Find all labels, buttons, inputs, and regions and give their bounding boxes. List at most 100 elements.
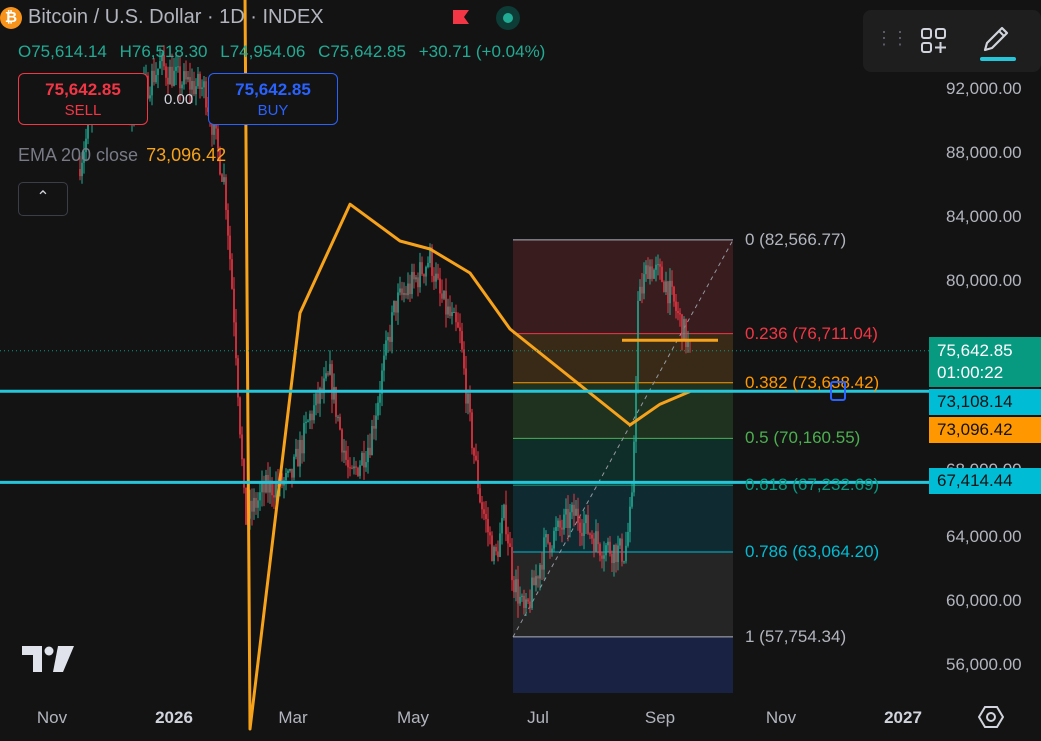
candle: [451, 302, 453, 324]
candle: [203, 76, 205, 98]
ohlc-values: O75,614.14 H76,518.30 L74,954.06 C75,642…: [18, 42, 553, 62]
market-status-icon[interactable]: [496, 6, 520, 30]
buy-button[interactable]: 75,642.85 BUY: [208, 73, 338, 125]
candle: [313, 394, 315, 424]
candle: [201, 79, 203, 96]
candle: [307, 419, 309, 422]
candle: [229, 226, 231, 270]
candle: [343, 439, 345, 463]
sell-button[interactable]: 75,642.85 SELL: [18, 73, 148, 125]
candle: [497, 540, 499, 561]
collapse-legend-button[interactable]: ⌃: [18, 182, 68, 216]
candle: [245, 488, 247, 525]
candle: [443, 290, 445, 300]
settings-icon[interactable]: [978, 704, 1004, 730]
candle: [221, 173, 223, 182]
candle: [285, 468, 287, 490]
candle: [257, 492, 259, 518]
candle: [371, 420, 373, 456]
candle: [433, 267, 435, 290]
add-layout-icon[interactable]: [919, 26, 949, 56]
fib-zone: [513, 240, 733, 334]
candle: [329, 350, 331, 375]
candle: [403, 282, 405, 302]
hline-price-label-lower[interactable]: 67,414.44: [929, 468, 1041, 494]
candle: [425, 266, 427, 286]
candle: [327, 371, 329, 376]
candle: [441, 280, 443, 303]
candle: [169, 60, 171, 85]
candle: [241, 426, 243, 466]
candle: [473, 447, 475, 464]
candle: [409, 275, 411, 302]
candle: [633, 435, 635, 496]
fib-zone: [513, 438, 733, 485]
candle: [151, 64, 153, 105]
candle: [477, 451, 479, 494]
ema-price-label: 73,096.42: [929, 417, 1041, 443]
candle: [303, 415, 305, 462]
candle: [223, 164, 225, 185]
buy-label: BUY: [209, 102, 337, 119]
candle: [331, 360, 333, 413]
price-tick: 88,000.00: [946, 143, 1022, 163]
ema-value: 73,096.42: [146, 145, 226, 165]
fib-level-label: 0.382 (73,638.42): [745, 373, 879, 393]
candle: [337, 415, 339, 422]
candle: [357, 467, 359, 477]
fib-level-label: 0.618 (67,232.69): [745, 475, 879, 495]
candle: [437, 264, 439, 280]
candle: [193, 72, 195, 96]
candle: [199, 72, 201, 99]
candle: [349, 457, 351, 476]
symbol-title[interactable]: Bitcoin / U.S. Dollar · 1D · INDEX: [28, 6, 324, 29]
fib-zone: [513, 552, 733, 637]
candle: [149, 86, 151, 101]
bar-countdown: 01:00:22: [937, 362, 1041, 384]
candle: [459, 313, 461, 343]
pencil-icon[interactable]: [979, 22, 1013, 56]
candle: [417, 273, 419, 297]
candle: [485, 501, 487, 533]
candle: [383, 344, 385, 382]
high-value: H76,518.30: [120, 42, 208, 61]
candle: [479, 484, 481, 503]
fib-level-label: 0.786 (63,064.20): [745, 542, 879, 562]
drawing-anchor-handle[interactable]: [830, 381, 846, 401]
candle: [355, 461, 357, 475]
price-tick: 60,000.00: [946, 591, 1022, 611]
tradingview-logo[interactable]: [22, 646, 74, 672]
fibonacci-retracement[interactable]: [513, 240, 733, 693]
candle: [233, 277, 235, 336]
candle: [173, 58, 175, 86]
candle: [457, 312, 459, 328]
time-tick: Jul: [527, 708, 549, 728]
flag-icon[interactable]: [452, 9, 470, 25]
candle: [237, 355, 239, 406]
candle: [235, 309, 237, 365]
candle: [317, 382, 319, 413]
candle: [243, 458, 245, 493]
candle: [165, 63, 167, 86]
drag-handle-icon[interactable]: ⋮⋮: [875, 28, 907, 49]
candle: [461, 323, 463, 353]
price-tick: 80,000.00: [946, 271, 1022, 291]
candle: [455, 305, 457, 331]
last-price-value: 75,642.85: [937, 340, 1041, 362]
hline-price-label-upper[interactable]: 73,108.14: [929, 389, 1041, 415]
fib-zone-extension: [513, 637, 733, 693]
candle: [311, 411, 313, 430]
candle: [505, 491, 507, 542]
candle: [361, 451, 363, 466]
change-value: +30.71 (+0.04%): [419, 42, 546, 61]
candle: [333, 373, 335, 403]
close-value: C75,642.85: [318, 42, 406, 61]
low-value: L74,954.06: [220, 42, 305, 61]
time-tick: Nov: [37, 708, 67, 728]
candle: [511, 538, 513, 591]
ema-legend[interactable]: EMA 200 close 73,096.42: [18, 145, 226, 166]
candle: [345, 441, 347, 466]
candle: [489, 526, 491, 544]
candle: [253, 488, 255, 519]
